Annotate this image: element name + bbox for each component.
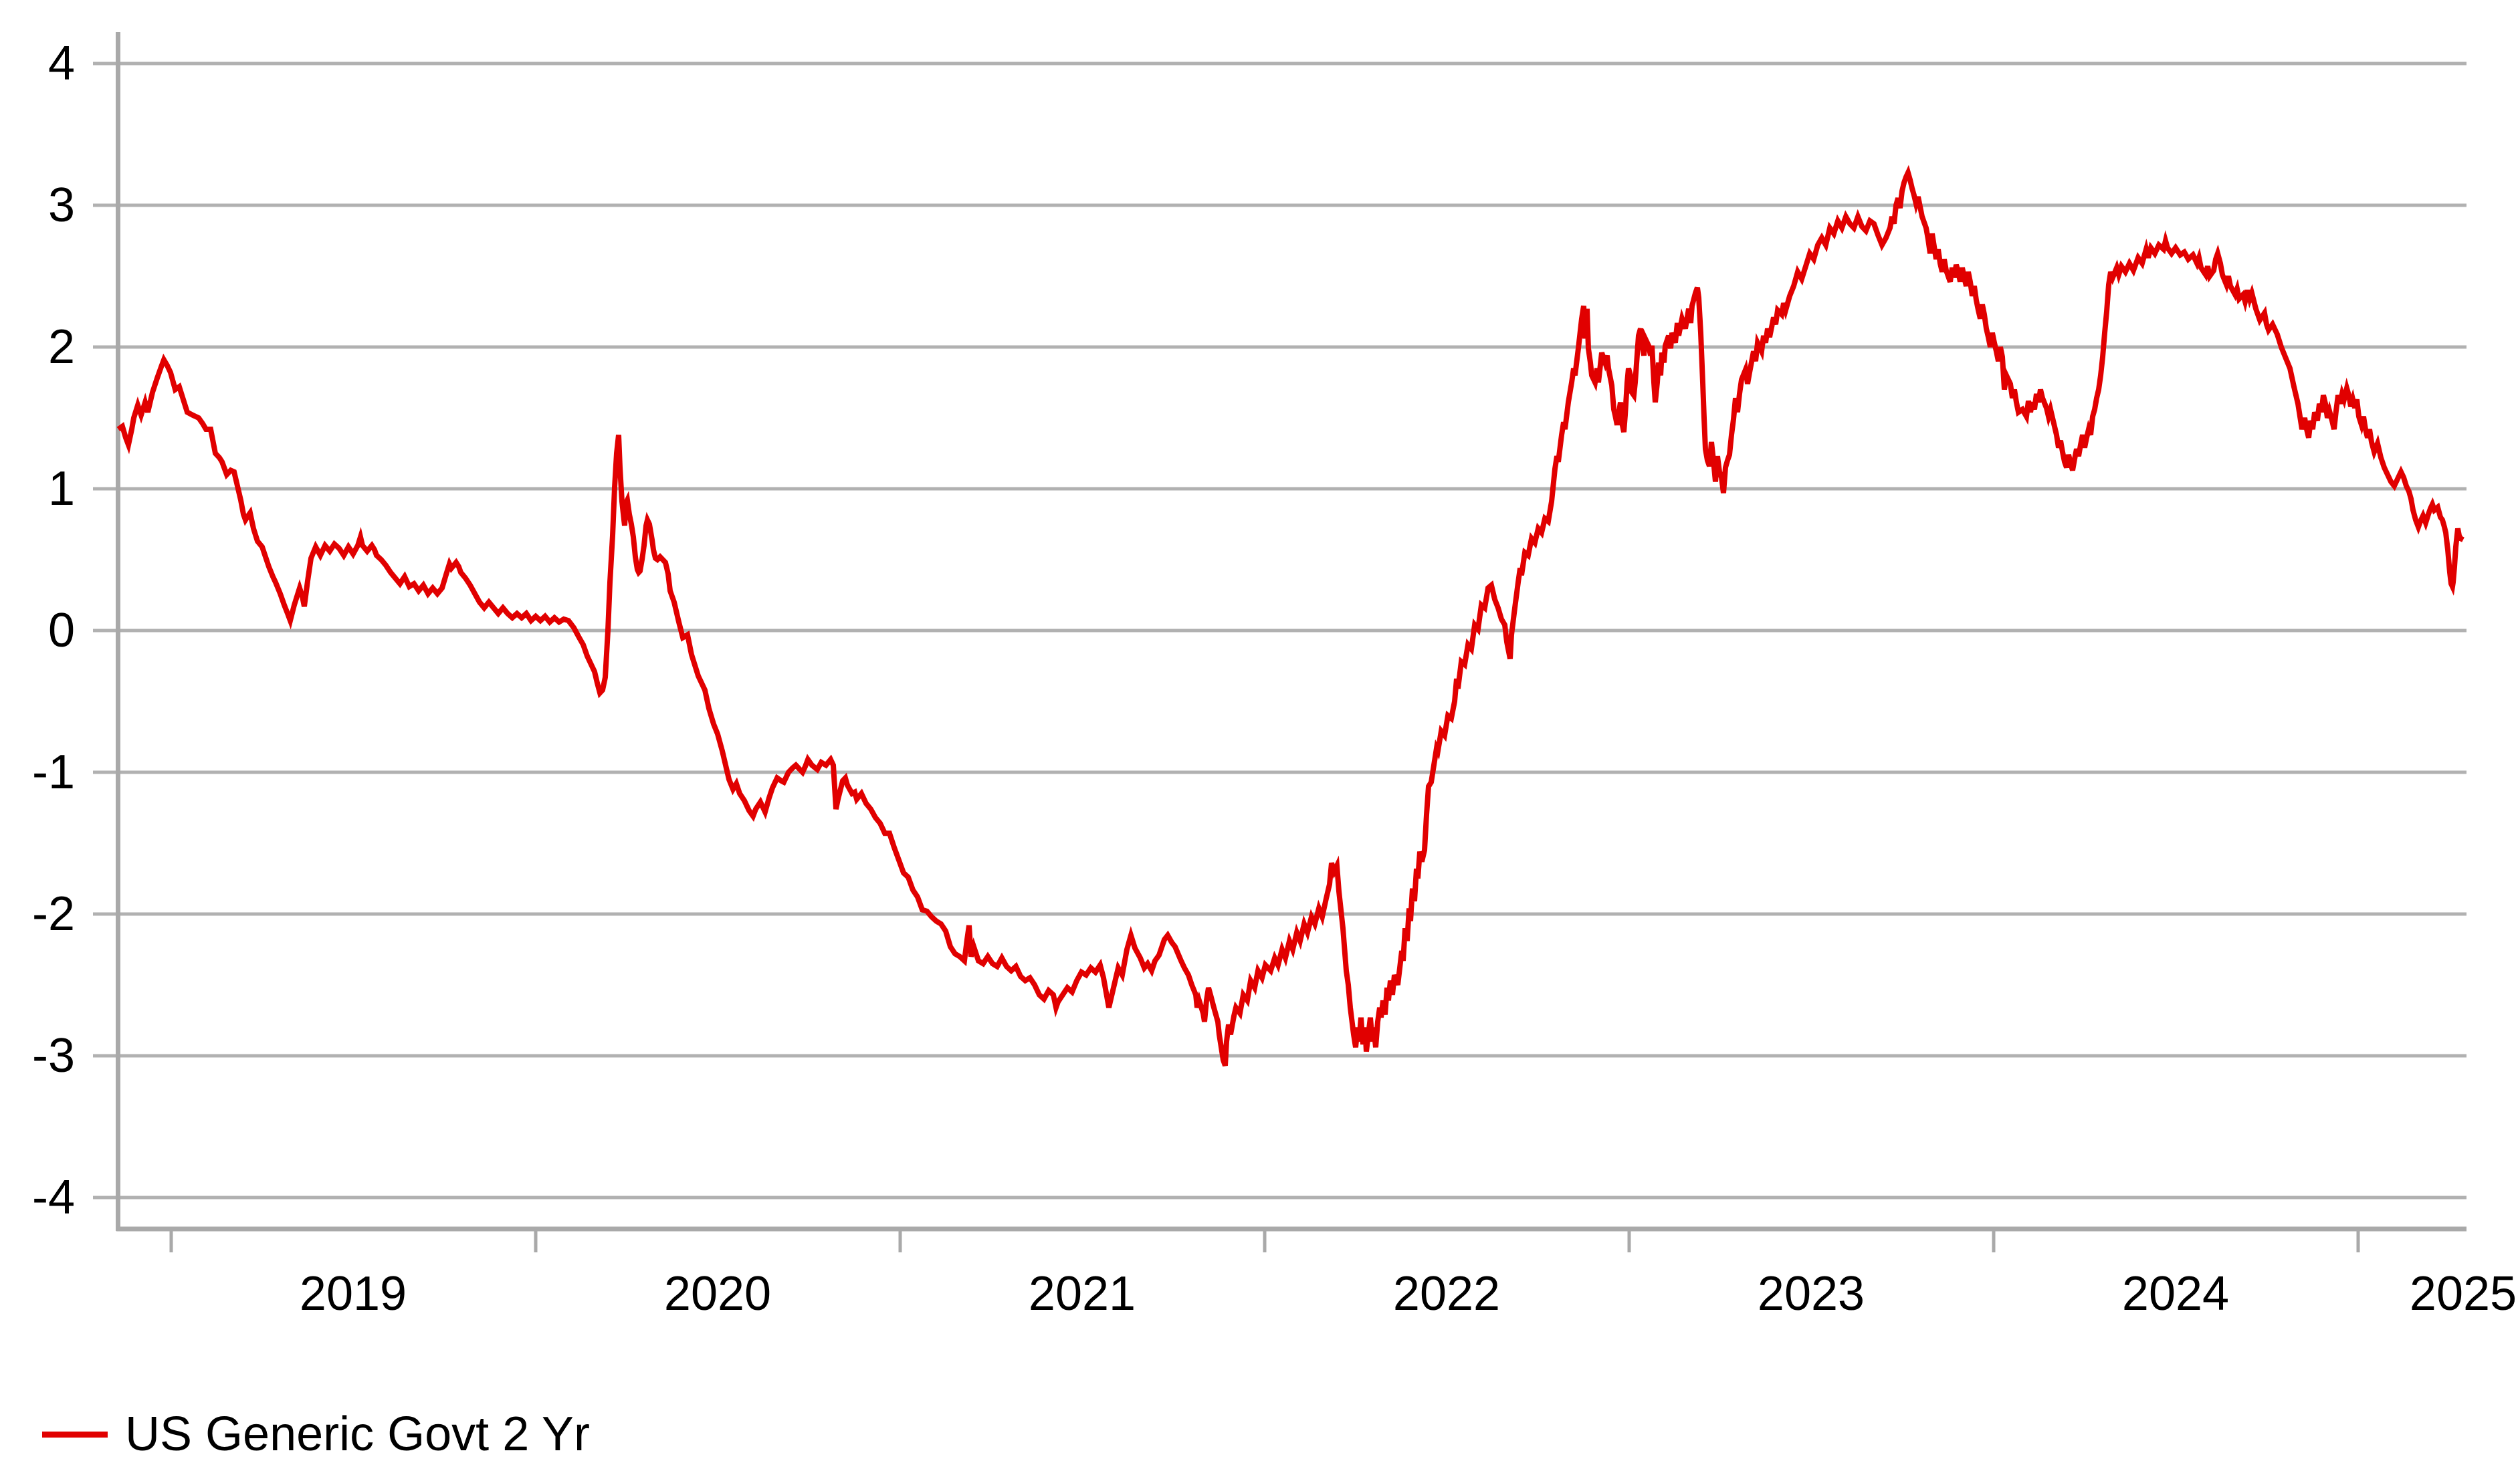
y-tick-label--1: -1 <box>31 746 75 799</box>
y-tick-label-1: 1 <box>47 462 75 516</box>
x-tick-label-2024: 2024 <box>2121 1267 2230 1321</box>
gridlines <box>93 62 2466 1200</box>
x-axis-ticks <box>169 1231 2360 1252</box>
x-tick-label-2019: 2019 <box>299 1267 407 1321</box>
legend: US Generic Govt 2 Yr <box>42 1404 590 1464</box>
y-tick-label-3: 3 <box>47 179 75 232</box>
series-line-us-generic-govt-2yr <box>116 164 2464 1067</box>
axes <box>116 32 2466 1232</box>
y-tick-label-0: 0 <box>47 604 75 657</box>
y-tick-label-2: 2 <box>47 320 75 374</box>
x-tick-label-2023: 2023 <box>1757 1267 1865 1321</box>
y-tick-label-4: 4 <box>47 37 75 90</box>
legend-label: US Generic Govt 2 Yr <box>125 1407 590 1461</box>
x-tick-label-2025: 2025 <box>2409 1267 2517 1321</box>
x-tick-label-2022: 2022 <box>1392 1267 1501 1321</box>
x-tick-label-2021: 2021 <box>1028 1267 1136 1321</box>
y-tick-label--4: -4 <box>31 1171 75 1224</box>
y-tick-label--2: -2 <box>31 887 75 941</box>
series-group <box>116 164 2464 1067</box>
legend-line-swatch <box>42 1431 108 1438</box>
y-tick-label--3: -3 <box>31 1029 75 1083</box>
x-tick-label-2020: 2020 <box>663 1267 772 1321</box>
